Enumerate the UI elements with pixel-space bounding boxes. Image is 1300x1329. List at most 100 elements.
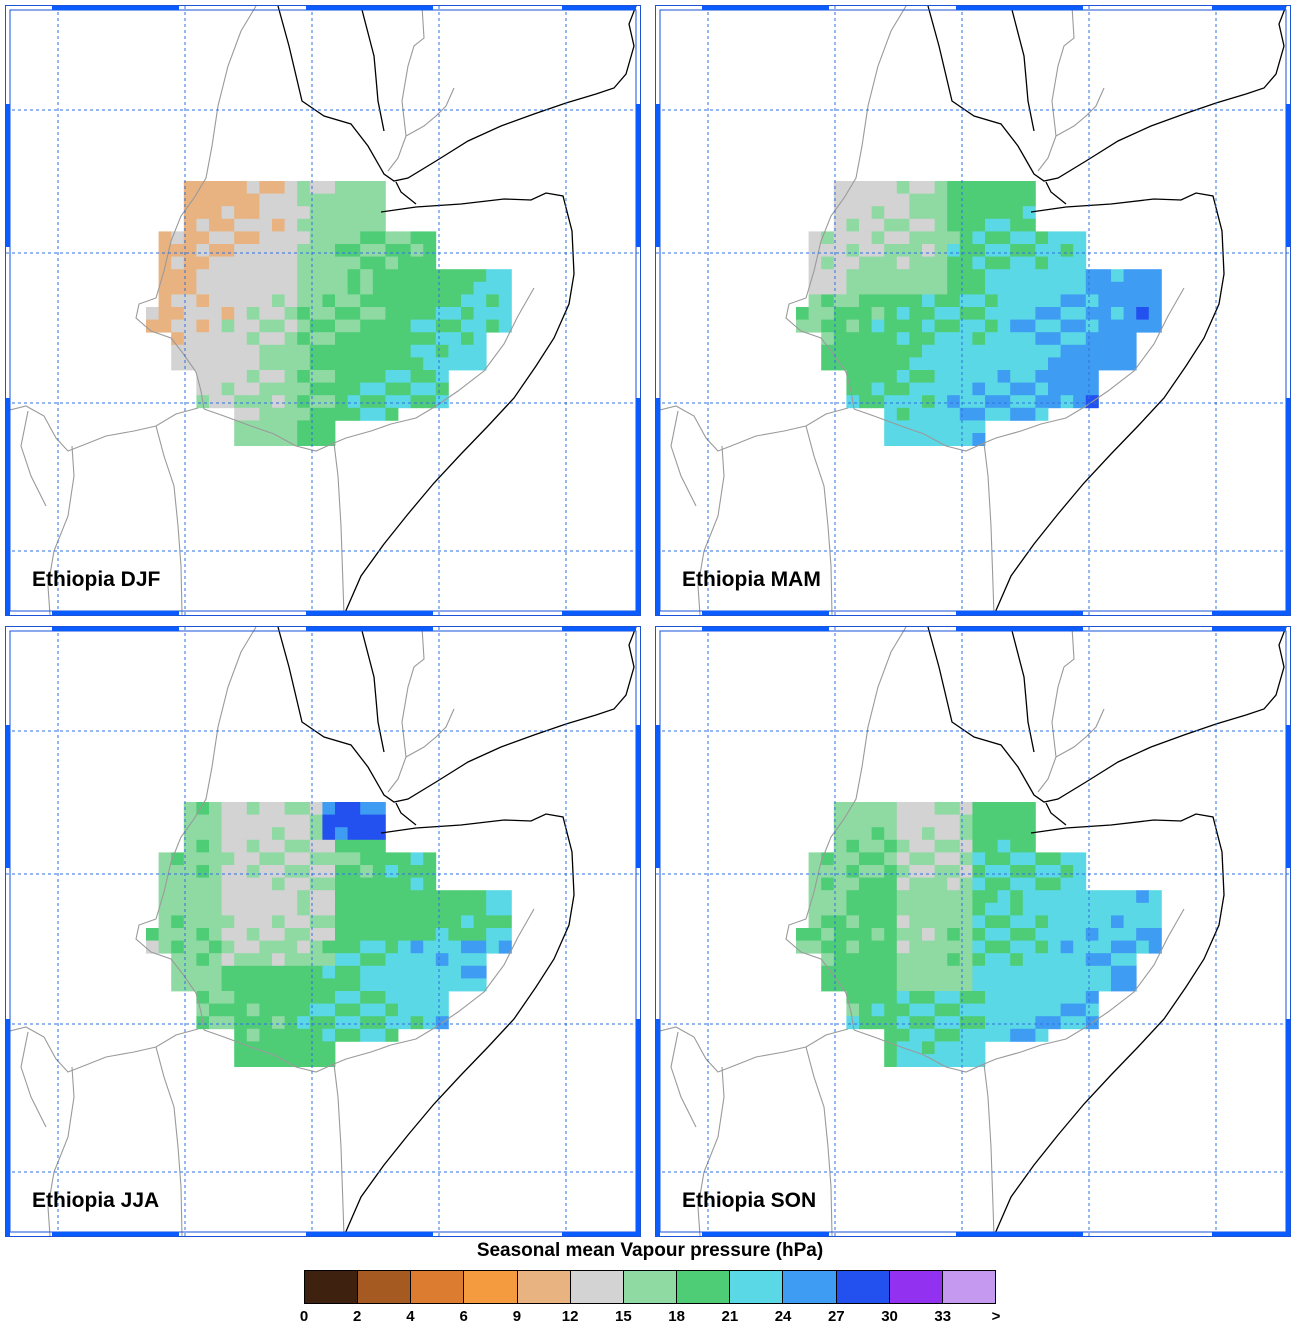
field-cell: [221, 281, 235, 295]
field-cell: [221, 244, 235, 257]
field-cell: [196, 827, 210, 841]
field-cell: [221, 218, 235, 232]
field-cell: [372, 307, 386, 320]
field-cell: [372, 839, 386, 853]
field-cell: [1098, 332, 1112, 346]
field-cell: [934, 953, 948, 967]
field-cell: [385, 344, 399, 358]
field-cell: [221, 332, 235, 346]
field-cell: [234, 915, 248, 929]
field-cell: [322, 382, 336, 396]
field-cell: [297, 1041, 311, 1055]
field-cell: [158, 281, 172, 295]
field-cell: [309, 1016, 323, 1030]
field-cell: [297, 319, 311, 333]
field-cell: [909, 991, 923, 1004]
field-cell: [985, 802, 998, 815]
field-cell: [1136, 269, 1150, 283]
field-cell: [959, 281, 973, 295]
field-cell: [846, 307, 860, 320]
field-cell: [473, 902, 487, 916]
field-cell: [259, 953, 273, 967]
field-cell: [360, 915, 374, 929]
field-cell: [398, 294, 411, 308]
field-cell: [171, 890, 185, 904]
field-cell: [486, 890, 500, 904]
field-cell: [221, 206, 235, 220]
field-cell: [461, 269, 474, 283]
field-cell: [234, 978, 248, 992]
field-cell: [833, 965, 847, 979]
field-cell: [209, 890, 222, 904]
field-cell: [833, 231, 847, 245]
field-cell: [246, 802, 260, 815]
field-cell: [234, 370, 248, 383]
field-cell: [347, 865, 361, 878]
field-cell: [246, 902, 260, 916]
field-cell: [871, 839, 885, 853]
field-cell: [972, 991, 986, 1004]
field-cell: [947, 902, 961, 916]
top-tick-bar: [52, 6, 179, 10]
field-cell: [158, 231, 172, 245]
field-cell: [1148, 319, 1162, 333]
field-cell: [1022, 256, 1036, 270]
field-cell: [246, 827, 260, 841]
field-cell: [322, 244, 336, 257]
field-cell: [846, 890, 860, 904]
field-cell: [1060, 344, 1074, 358]
field-cell: [1060, 852, 1074, 866]
field-cell: [183, 193, 197, 207]
field-cell: [1010, 915, 1024, 929]
field-cell: [410, 319, 424, 333]
field-cell: [372, 269, 386, 283]
field-cell: [859, 357, 872, 371]
field-cell: [1010, 382, 1024, 396]
field-cell: [448, 965, 462, 979]
field-cell: [259, 307, 273, 320]
field-cell: [234, 382, 248, 396]
field-cell: [922, 852, 935, 866]
field-cell: [183, 218, 197, 232]
field-cell: [934, 1054, 948, 1067]
field-cell: [498, 307, 512, 320]
field-cell: [896, 433, 910, 446]
field-cell: [284, 344, 298, 358]
legend-swatch: [411, 1271, 465, 1303]
field-cell: [947, 433, 961, 446]
field-cell: [360, 256, 374, 270]
field-cell: [959, 319, 973, 333]
field-cell: [347, 827, 361, 841]
field-cell: [410, 928, 424, 941]
field-cell: [1035, 319, 1049, 333]
field-cell: [985, 407, 998, 421]
field-cell: [272, 940, 285, 954]
field-cell: [959, 940, 973, 954]
field-cell: [309, 307, 323, 320]
field-cell: [871, 344, 885, 358]
field-cell: [934, 206, 948, 220]
field-cell: [309, 991, 323, 1004]
field-cell: [1060, 1003, 1074, 1017]
field-cell: [896, 928, 910, 941]
field-cell: [196, 382, 210, 396]
field-cell: [322, 294, 336, 308]
field-cell: [922, 218, 935, 232]
field-cell: [259, 1028, 273, 1042]
field-cell: [347, 357, 361, 371]
legend-swatch: [783, 1271, 837, 1303]
field-cell: [385, 269, 399, 283]
field-cell: [171, 319, 185, 333]
field-cell: [808, 269, 822, 283]
field-cell: [196, 890, 210, 904]
field-cell: [398, 877, 411, 891]
field-cell: [1048, 1016, 1061, 1030]
field-cell: [347, 218, 361, 232]
field-cell: [398, 370, 411, 383]
field-cell: [1123, 281, 1137, 295]
field-cell: [372, 902, 386, 916]
field-cell: [398, 915, 411, 929]
field-cell: [1048, 877, 1061, 891]
field-cell: [423, 902, 437, 916]
field-cell: [985, 281, 998, 295]
